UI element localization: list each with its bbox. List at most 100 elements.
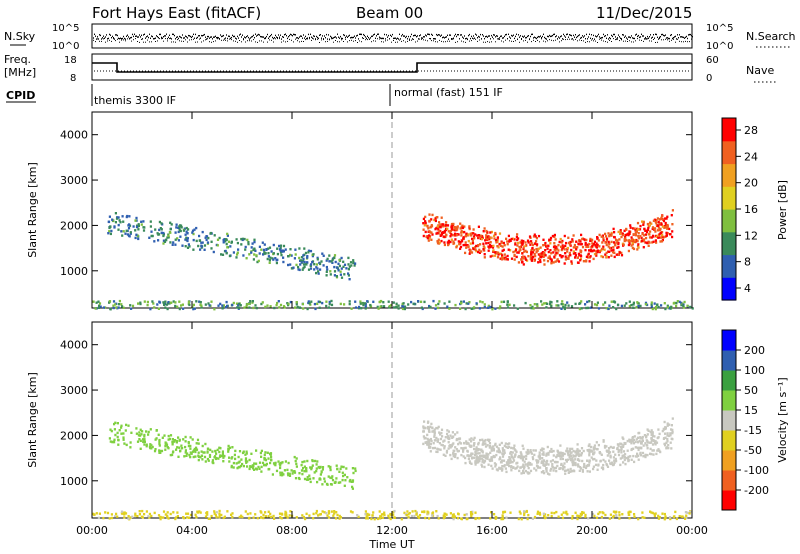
- heatmap-cell: [114, 303, 117, 306]
- noise-search-sample: [327, 40, 328, 42]
- heatmap-cell: [239, 464, 243, 468]
- heatmap-cell: [490, 464, 493, 468]
- heatmap-cell: [589, 239, 592, 242]
- noise-sample: [183, 37, 184, 39]
- heatmap-cell: [195, 442, 198, 445]
- heatmap-cell: [594, 463, 598, 467]
- heatmap-cell: [450, 226, 453, 229]
- heatmap-cell: [175, 226, 178, 229]
- heatmap-cell: [465, 513, 468, 516]
- heatmap-cell: [477, 236, 480, 240]
- heatmap-cell: [333, 254, 337, 257]
- noise-search-sample: [497, 38, 498, 40]
- heatmap-cell: [642, 444, 645, 447]
- nave-sample: [277, 70, 278, 72]
- noise-search-sample: [465, 41, 466, 43]
- heatmap-cell: [280, 462, 283, 465]
- heatmap-cell: [256, 260, 259, 264]
- heatmap-cell: [443, 231, 446, 234]
- noise-search-sample: [635, 40, 636, 42]
- heatmap-cell: [655, 221, 658, 225]
- noise-sample: [665, 34, 666, 36]
- heatmap-cell: [644, 229, 647, 232]
- heatmap-cell: [331, 257, 335, 260]
- heatmap-cell: [542, 451, 545, 454]
- y-tick-label: 2000: [60, 219, 88, 232]
- heatmap-cell: [221, 452, 224, 455]
- heatmap-cell: [632, 227, 635, 230]
- noise-sample: [471, 35, 472, 38]
- heatmap-cell: [572, 469, 575, 472]
- heatmap-cell: [415, 513, 418, 516]
- heatmap-cell: [572, 449, 575, 453]
- velocity-colorbar-label: Velocity [m s⁻¹]: [776, 377, 789, 462]
- heatmap-cell: [607, 245, 610, 248]
- heatmap-cell: [492, 250, 495, 253]
- heatmap-cell: [568, 450, 572, 453]
- heatmap-cell: [637, 302, 640, 305]
- heatmap-cell: [602, 245, 605, 248]
- heatmap-cell: [323, 480, 326, 483]
- heatmap-cell: [264, 458, 268, 462]
- noise-sample: [620, 37, 621, 39]
- heatmap-cell: [262, 253, 265, 256]
- heatmap-cell: [197, 442, 200, 445]
- heatmap-cell: [376, 517, 379, 521]
- heatmap-cell: [446, 227, 449, 230]
- heatmap-cell: [121, 305, 124, 308]
- noise-sample: [364, 34, 365, 37]
- heatmap-cell: [157, 514, 161, 517]
- noise-sample: [616, 38, 617, 40]
- heatmap-cell: [608, 447, 611, 450]
- heatmap-cell: [275, 261, 278, 265]
- heatmap-cell: [482, 230, 485, 233]
- noise-sample: [412, 38, 413, 40]
- heatmap-cell: [149, 307, 152, 311]
- heatmap-cell: [341, 471, 344, 474]
- heatmap-cell: [407, 513, 410, 516]
- heatmap-cell: [238, 460, 241, 463]
- heatmap-cell: [475, 446, 478, 449]
- heatmap-cell: [600, 515, 603, 519]
- heatmap-cell: [335, 464, 338, 467]
- heatmap-cell: [613, 461, 616, 464]
- heatmap-cell: [302, 307, 305, 310]
- heatmap-cell: [146, 303, 149, 307]
- heatmap-cell: [135, 432, 138, 435]
- heatmap-cell: [249, 465, 252, 468]
- nave-sample: [115, 70, 116, 72]
- heatmap-cell: [464, 251, 467, 255]
- noise-sample: [470, 37, 471, 40]
- heatmap-cell: [580, 467, 583, 470]
- heatmap-cell: [633, 513, 636, 516]
- heatmap-cell: [483, 460, 486, 463]
- heatmap-cell: [535, 459, 538, 462]
- heatmap-cell: [158, 301, 162, 304]
- noise-search-sample: [243, 39, 244, 41]
- heatmap-cell: [129, 516, 132, 519]
- noise-sample: [478, 35, 479, 38]
- heatmap-cell: [574, 511, 577, 514]
- heatmap-cell: [533, 259, 536, 262]
- heatmap-cell: [228, 456, 231, 459]
- heatmap-cell: [334, 260, 337, 264]
- noise-search-sample: [121, 39, 122, 41]
- heatmap-cell: [506, 258, 509, 261]
- heatmap-cell: [413, 514, 416, 518]
- colorbar-tick-label: -15: [744, 424, 762, 437]
- heatmap-cell: [620, 451, 623, 454]
- heatmap-cell: [465, 302, 468, 305]
- heatmap-cell: [140, 223, 143, 226]
- nave-sample: [352, 70, 353, 72]
- heatmap-cell: [466, 517, 469, 521]
- heatmap-cell: [668, 423, 671, 426]
- heatmap-cell: [232, 251, 235, 254]
- heatmap-cell: [258, 467, 261, 470]
- heatmap-cell: [477, 441, 480, 445]
- heatmap-cell: [637, 305, 640, 308]
- heatmap-cell: [554, 260, 557, 263]
- heatmap-cell: [592, 465, 595, 468]
- heatmap-cell: [92, 300, 95, 303]
- noise-search-sample: [309, 38, 310, 40]
- heatmap-cell: [253, 240, 256, 244]
